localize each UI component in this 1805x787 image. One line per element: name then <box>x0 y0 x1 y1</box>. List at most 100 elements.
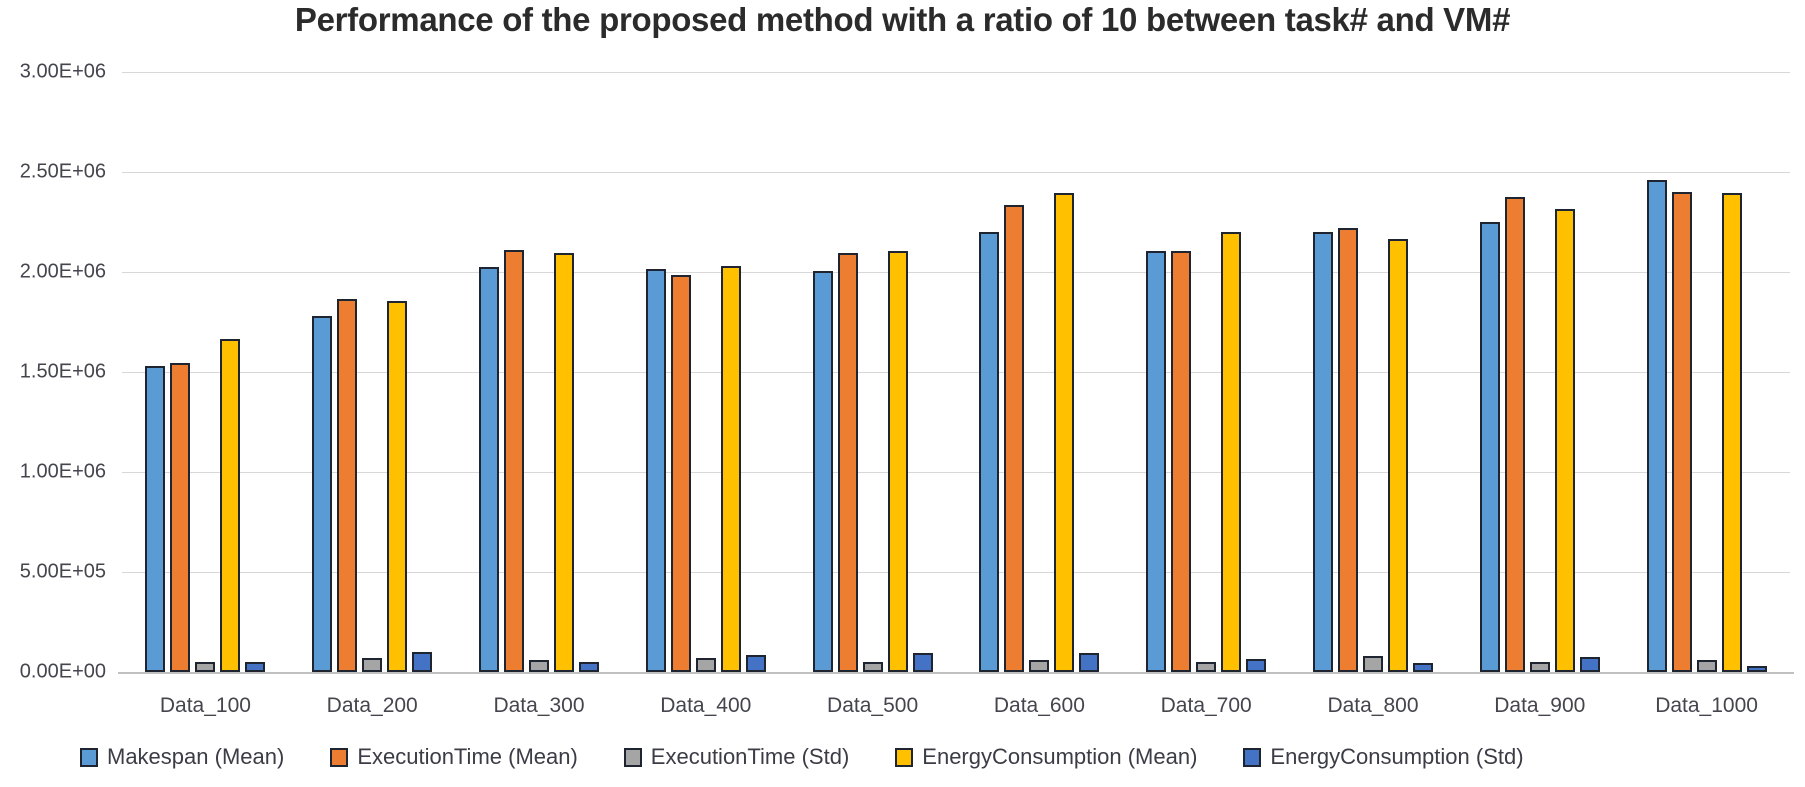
bar-executiontime-mean--data_600 <box>1004 205 1025 672</box>
bar-energyconsumption-std--data_200 <box>412 652 433 672</box>
bar-group-data_800 <box>1290 72 1457 672</box>
bar-group-data_600 <box>956 72 1123 672</box>
bar-executiontime-std--data_100 <box>195 662 216 672</box>
legend-label: ExecutionTime (Std) <box>650 744 850 769</box>
bar-executiontime-std--data_600 <box>1029 660 1050 672</box>
bar-executiontime-mean--data_700 <box>1171 251 1192 672</box>
bar-energyconsumption-std--data_400 <box>745 655 766 672</box>
bar-executiontime-mean--data_900 <box>1504 197 1525 672</box>
bar-makespan-mean--data_1000 <box>1646 180 1667 672</box>
bar-executiontime-std--data_500 <box>862 662 883 672</box>
bar-makespan-mean--data_700 <box>1146 251 1167 672</box>
bar-energyconsumption-mean--data_900 <box>1554 209 1575 672</box>
bar-group-data_200 <box>289 72 456 672</box>
gridline <box>122 372 1790 373</box>
x-axis-line <box>118 672 1794 674</box>
bar-executiontime-mean--data_400 <box>670 275 691 672</box>
bar-energyconsumption-mean--data_600 <box>1054 193 1075 672</box>
bar-makespan-mean--data_800 <box>1312 232 1333 672</box>
bar-executiontime-mean--data_300 <box>503 250 524 672</box>
bar-energyconsumption-std--data_100 <box>245 662 266 672</box>
x-axis-label: Data_500 <box>827 694 919 717</box>
bar-energyconsumption-mean--data_500 <box>887 251 908 672</box>
bar-energyconsumption-mean--data_700 <box>1221 232 1242 672</box>
bar-energyconsumption-std--data_500 <box>912 653 933 672</box>
x-axis-labels: Data_100 Data_200 Data_300 Data_400 Data_500… <box>122 694 1790 718</box>
bar-executiontime-mean--data_500 <box>837 253 858 672</box>
bar-energyconsumption-mean--data_400 <box>720 266 741 672</box>
y-tick-label: 2.50E+06 <box>19 160 106 183</box>
bar-executiontime-std--data_400 <box>695 658 716 672</box>
x-axis-label: Data_700 <box>1160 694 1252 717</box>
bar-group-data_500 <box>789 72 956 672</box>
bar-energyconsumption-mean--data_100 <box>220 339 241 672</box>
bar-group-data_700 <box>1123 72 1290 672</box>
y-tick-label: 1.50E+06 <box>19 360 106 383</box>
bar-executiontime-std--data_300 <box>528 660 549 672</box>
bar-energyconsumption-std--data_900 <box>1579 657 1600 672</box>
bar-executiontime-std--data_200 <box>362 658 383 672</box>
x-axis-label: Data_800 <box>1327 694 1419 717</box>
bar-executiontime-mean--data_100 <box>170 363 191 672</box>
bar-makespan-mean--data_100 <box>145 366 166 672</box>
y-tick-label: 1.00E+06 <box>19 460 106 483</box>
y-tick-label: 5.00E+05 <box>19 560 106 583</box>
bar-group-data_300 <box>456 72 623 672</box>
x-axis-label: Data_600 <box>993 694 1085 717</box>
y-tick-label: 3.00E+06 <box>19 60 106 83</box>
legend-marker-icon <box>80 747 98 767</box>
legend-label: Makespan (Mean) <box>107 744 285 769</box>
bar-executiontime-mean--data_800 <box>1337 228 1358 672</box>
x-axis-label: Data_200 <box>326 694 418 717</box>
bar-energyconsumption-mean--data_1000 <box>1721 193 1742 672</box>
legend-marker-icon <box>330 747 349 767</box>
gridline <box>122 72 1790 73</box>
bar-makespan-mean--data_200 <box>312 316 333 672</box>
bar-executiontime-std--data_1000 <box>1696 660 1717 672</box>
bar-executiontime-mean--data_200 <box>337 299 358 672</box>
gridline <box>122 272 1790 273</box>
bar-makespan-mean--data_900 <box>1479 222 1500 672</box>
bar-executiontime-mean--data_1000 <box>1671 192 1692 672</box>
bar-group-data_900 <box>1456 72 1623 672</box>
y-tick-label: 2.00E+06 <box>19 260 106 283</box>
gridline <box>122 572 1790 573</box>
gridline <box>122 472 1790 473</box>
bar-energyconsumption-std--data_800 <box>1412 663 1433 672</box>
legend: Makespan (Mean) ExecutionTime (Mean) Execu… <box>80 744 1524 770</box>
legend-marker-icon <box>623 747 642 767</box>
bar-executiontime-std--data_700 <box>1196 662 1217 672</box>
x-axis-label: Data_1000 <box>1655 694 1758 717</box>
legend-label: EnergyConsumption (Std) <box>1270 744 1524 769</box>
legend-item-energyconsumption-mean-: EnergyConsumption (Mean) <box>895 744 1197 770</box>
bar-group-data_100 <box>122 72 289 672</box>
bar-makespan-mean--data_300 <box>478 267 499 672</box>
bar-executiontime-std--data_800 <box>1362 656 1383 672</box>
legend-label: EnergyConsumption (Mean) <box>922 744 1198 769</box>
bar-energyconsumption-mean--data_300 <box>553 253 574 672</box>
bar-makespan-mean--data_500 <box>812 271 833 672</box>
legend-marker-icon <box>1243 747 1262 767</box>
bar-energyconsumption-std--data_600 <box>1079 653 1100 672</box>
bar-groups <box>122 72 1790 672</box>
legend-label: ExecutionTime (Mean) <box>357 744 578 769</box>
bar-group-data_1000 <box>1623 72 1790 672</box>
bar-group-data_400 <box>622 72 789 672</box>
bar-energyconsumption-mean--data_200 <box>387 301 408 672</box>
legend-item-energyconsumption-std-: EnergyConsumption (Std) <box>1243 744 1524 770</box>
bar-energyconsumption-std--data_300 <box>578 662 599 672</box>
legend-item-executiontime-std-: ExecutionTime (Std) <box>623 744 850 770</box>
x-axis-label: Data_100 <box>159 694 251 717</box>
plot-area <box>118 72 1794 674</box>
y-tick-label: 0.00E+00 <box>19 660 106 683</box>
gridline <box>122 172 1790 173</box>
bar-makespan-mean--data_600 <box>979 232 1000 672</box>
bar-energyconsumption-std--data_1000 <box>1746 666 1767 672</box>
chart-title: Performance of the proposed method with … <box>294 1 1511 38</box>
legend-item-makespan-mean-: Makespan (Mean) <box>80 744 284 770</box>
bar-energyconsumption-mean--data_800 <box>1387 239 1408 672</box>
x-axis-label: Data_400 <box>660 694 752 717</box>
bar-makespan-mean--data_400 <box>645 269 666 672</box>
legend-marker-icon <box>895 747 914 767</box>
